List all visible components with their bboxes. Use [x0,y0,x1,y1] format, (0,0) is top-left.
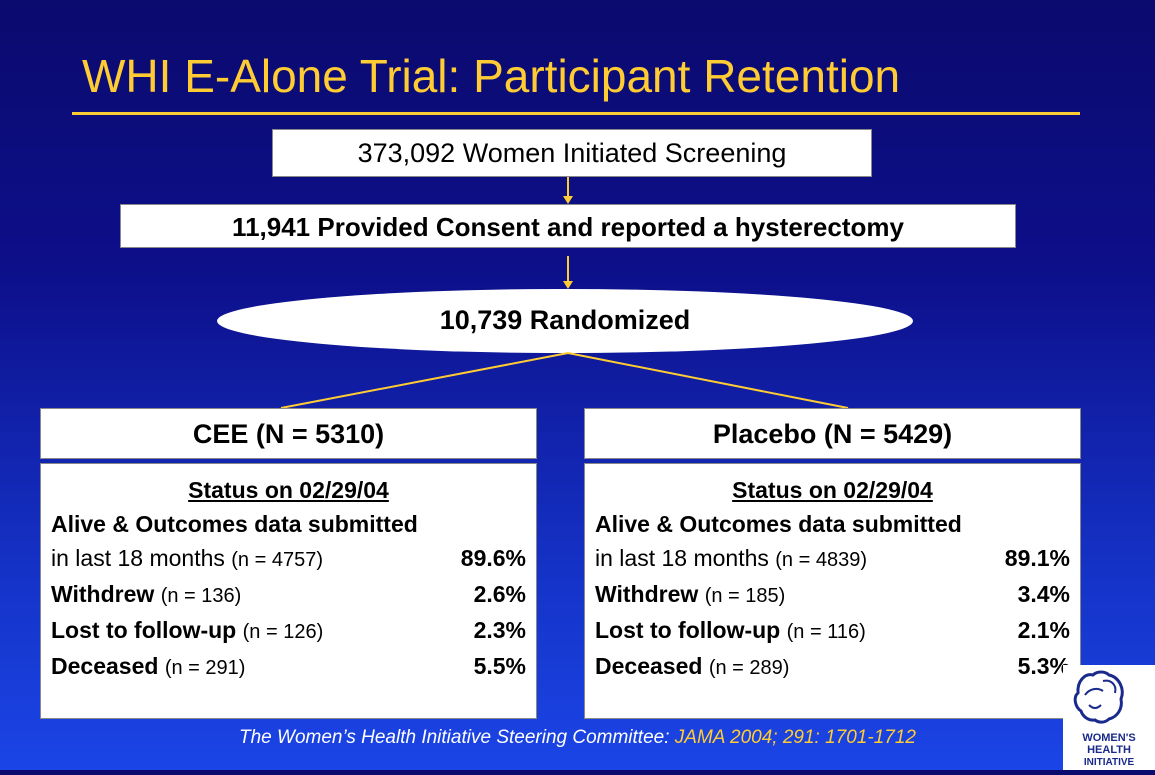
citation-footer: The Women’s Health Initiative Steering C… [0,727,1155,749]
logo-line2: HEALTH [1087,744,1131,756]
lost-row: Lost to follow-up (n = 126) 2.3% [51,613,526,649]
title-underline [72,112,1080,115]
woman-profile-icon: WOMEN'S HEALTH INITIATIVE [1073,670,1136,768]
alive-pct: 89.6% [460,545,526,571]
lost-pct: 2.3% [473,617,526,643]
deceased-pct: 5.5% [473,653,526,679]
deceased-n: (n = 291) [164,657,246,679]
status-title: Status on 02/29/04 [732,477,933,503]
lost-pct: 2.1% [1017,617,1070,643]
lost-label: Lost to follow-up [595,617,781,643]
deceased-row: Deceased (n = 291) 5.5% [51,649,526,685]
alive-label: Alive & Outcomes data submitted [595,511,962,537]
alive-sub: in last 18 months [51,545,225,571]
alive-pct: 89.1% [1004,545,1070,571]
placebo-arm-header: Placebo (N = 5429) [584,408,1081,459]
randomized-ellipse: 10,739 Randomized [217,289,913,353]
withdrew-n: (n = 185) [704,585,786,607]
deceased-row: Deceased (n = 289) 5.3% [595,649,1070,685]
placebo-status-panel: Status on 02/29/04 Alive & Outcomes data… [584,463,1081,719]
whi-logo: WOMEN'S HEALTH INITIATIVE [1063,665,1155,770]
arrow-down-icon [563,177,573,204]
withdrew-n: (n = 136) [160,585,242,607]
lost-label: Lost to follow-up [51,617,237,643]
page-title: WHI E-Alone Trial: Participant Retention [82,50,901,102]
status-title: Status on 02/29/04 [188,477,389,503]
alive-n: (n = 4757) [231,549,323,571]
withdrew-pct: 3.4% [1017,581,1070,607]
deceased-n: (n = 289) [708,657,790,679]
logo-line3: INITIATIVE [1084,757,1135,768]
deceased-label: Deceased [51,653,159,679]
footer-citation: JAMA 2004; 291: 1701-1712 [674,727,916,748]
cee-arm-header: CEE (N = 5310) [40,408,537,459]
cee-status-panel: Status on 02/29/04 Alive & Outcomes data… [40,463,537,719]
alive-row: in last 18 months (n = 4839) 89.1% [595,541,1070,577]
arrow-down-icon [563,256,573,289]
withdrew-label: Withdrew [595,581,699,607]
alive-n: (n = 4839) [775,549,867,571]
withdrew-row: Withdrew (n = 185) 3.4% [595,577,1070,613]
alive-sub: in last 18 months [595,545,769,571]
screening-box: 373,092 Women Initiated Screening [272,129,872,177]
consent-box: 11,941 Provided Consent and reported a h… [120,204,1016,248]
alive-label: Alive & Outcomes data submitted [51,511,418,537]
deceased-pct: 5.3% [1017,653,1070,679]
lost-n: (n = 116) [786,621,866,643]
withdrew-label: Withdrew [51,581,155,607]
alive-row: in last 18 months (n = 4757) 89.6% [51,541,526,577]
footer-text: The Women’s Health Initiative Steering C… [239,727,675,748]
deceased-label: Deceased [595,653,703,679]
withdrew-row: Withdrew (n = 136) 2.6% [51,577,526,613]
logo-line1: WOMEN'S [1082,732,1135,744]
withdrew-pct: 2.6% [473,581,526,607]
lost-n: (n = 126) [242,621,324,643]
lost-row: Lost to follow-up (n = 116) 2.1% [595,613,1070,649]
